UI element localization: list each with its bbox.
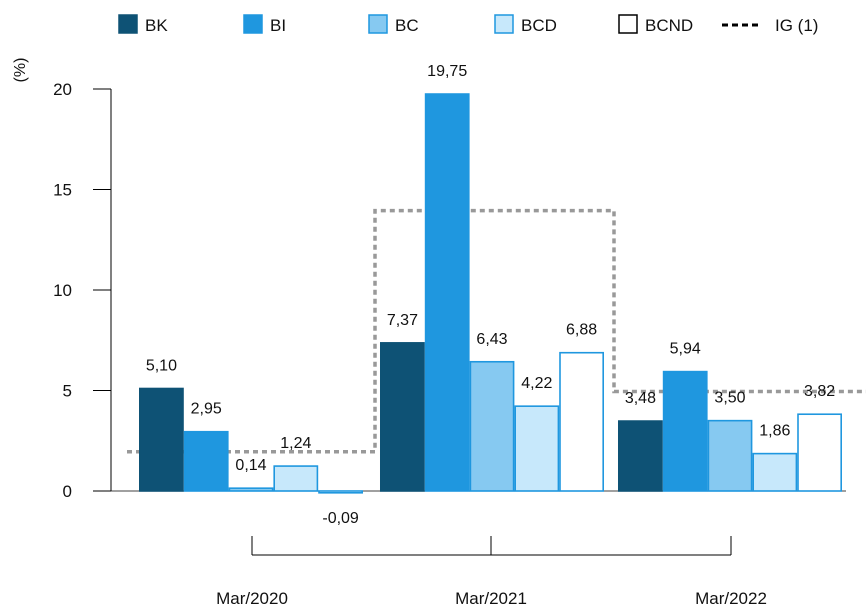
bar-bc-0 <box>228 487 274 492</box>
data-label: 6,43 <box>476 331 507 348</box>
bar-bcd-0 <box>273 465 319 492</box>
x-category-label: Mar/2021 <box>455 589 527 608</box>
bar-bcnd-2 <box>797 413 843 492</box>
x-category-label: Mar/2022 <box>695 589 767 608</box>
y-tick-label: 15 <box>53 181 72 200</box>
y-axis-label: (%) <box>12 58 29 83</box>
bar-bcnd-1 <box>559 351 605 492</box>
data-label: 2,95 <box>191 401 222 418</box>
bar-bcd-1 <box>514 405 560 492</box>
legend-label: IG (1) <box>775 16 818 35</box>
y-tick-label: 0 <box>63 482 72 501</box>
data-label: 1,24 <box>280 435 311 452</box>
data-label: 6,88 <box>566 322 597 339</box>
bar-bi-1 <box>424 93 470 492</box>
legend-swatch-bc <box>368 14 388 34</box>
data-label: 1,86 <box>759 423 790 440</box>
bar-bcnd-0 <box>318 490 364 494</box>
legend-swatch-bcd <box>494 14 514 34</box>
legend-label: BK <box>145 16 168 35</box>
data-label: 5,10 <box>146 357 177 374</box>
legend-swatch-bi <box>243 14 263 34</box>
data-label: 3,82 <box>804 383 835 400</box>
bar-bcd-2 <box>752 452 798 492</box>
data-label: 3,50 <box>714 390 745 407</box>
legend-label: BI <box>270 16 286 35</box>
data-label: -0,09 <box>322 510 359 527</box>
legend-label: BC <box>395 16 419 35</box>
data-label: 5,94 <box>670 341 701 358</box>
bar-bc-1 <box>469 360 515 492</box>
data-label: 19,75 <box>427 63 467 80</box>
y-tick-label: 10 <box>53 281 72 300</box>
data-label: 4,22 <box>521 375 552 392</box>
y-tick-label: 5 <box>63 382 72 401</box>
data-label: 0,14 <box>235 457 266 474</box>
legend-label: BCD <box>521 16 557 35</box>
bar-bk-2 <box>617 420 663 492</box>
bar-bk-1 <box>379 342 425 492</box>
bar-bk-0 <box>139 387 184 492</box>
legend-swatch-bk <box>118 14 138 34</box>
x-category-label: Mar/2020 <box>216 589 288 608</box>
data-label: 7,37 <box>387 312 418 329</box>
bar-bi-0 <box>183 430 229 492</box>
y-tick-label: 20 <box>53 80 72 99</box>
bar-bc-2 <box>707 419 753 492</box>
data-label: 3,48 <box>625 390 656 407</box>
bar-bi-2 <box>662 370 708 492</box>
legend-label: BCND <box>645 16 693 35</box>
legend-swatch-bcnd <box>618 14 638 34</box>
